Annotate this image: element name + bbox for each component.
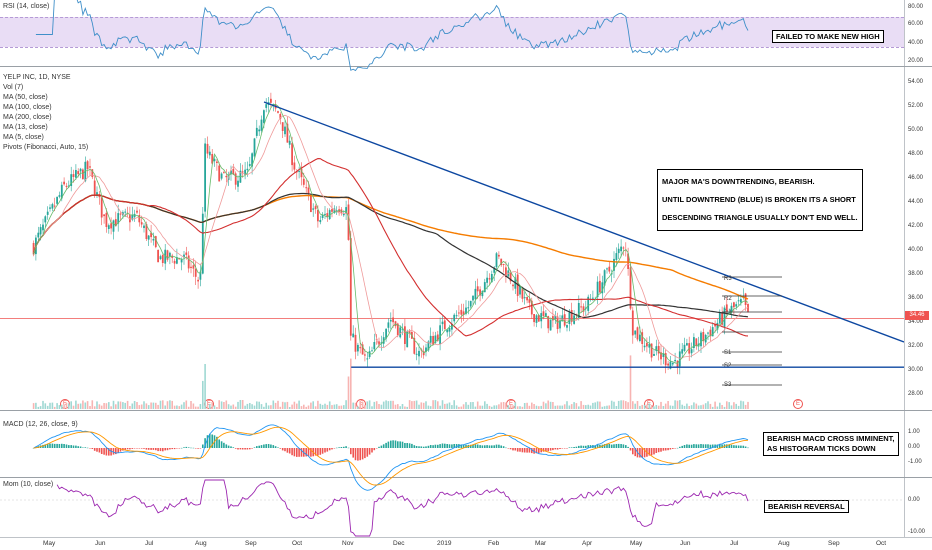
time-tick: Feb	[488, 540, 500, 547]
pivot-r2: R2	[724, 296, 732, 302]
price-tick: 38.00	[908, 271, 924, 277]
annotation-line: UNTIL DOWNTREND (BLUE) IS BROKEN ITS A S…	[662, 195, 856, 204]
earnings-marker[interactable]: E	[644, 399, 654, 409]
time-tick: Apr	[582, 540, 593, 547]
price-tick: 46.00	[908, 175, 924, 181]
time-tick: Mar	[535, 540, 547, 547]
price-tick: 42.00	[908, 223, 924, 229]
main-annotation: MAJOR MA'S DOWNTRENDING, BEARISH. UNTIL …	[657, 169, 863, 231]
pane-divider	[0, 537, 932, 538]
time-tick: 2019	[437, 540, 452, 547]
time-axis[interactable]: May Jun Jul Aug Sep Oct Nov Dec 2019 Feb…	[0, 538, 932, 550]
pivot-s1: S1	[724, 350, 732, 356]
price-tick: 48.00	[908, 151, 924, 157]
macd-tick: -1.00	[908, 459, 922, 465]
price-pane: YELP INC, 1D, NYSE Vol (7) MA (50, close…	[0, 67, 904, 410]
annotation-line: BEARISH MACD CROSS IMMINENT,	[767, 434, 895, 443]
price-tick: 36.00	[908, 295, 924, 301]
time-tick: May	[43, 540, 56, 547]
macd-tick: 1.00	[908, 429, 920, 435]
price-tick: 44.00	[908, 199, 924, 205]
rsi-tick: 60.00	[908, 21, 924, 27]
rsi-tick: 20.00	[908, 58, 924, 64]
annotation-line: AS HISTOGRAM TICKS DOWN	[767, 444, 876, 453]
mom-annotation: BEARISH REVERSAL	[764, 500, 849, 513]
mom-pane: Mom (10, close) BEARISH REVERSAL	[0, 478, 904, 537]
pivot-r1: R1	[724, 310, 732, 316]
time-tick: Jun	[95, 540, 106, 547]
earnings-marker[interactable]: E	[204, 399, 214, 409]
time-tick: Jun	[680, 540, 691, 547]
time-tick: Dec	[393, 540, 405, 547]
annotation-line: MAJOR MA'S DOWNTRENDING, BEARISH.	[662, 177, 815, 186]
legend-ma13: MA (13, close)	[3, 124, 48, 131]
time-tick: Aug	[195, 540, 207, 547]
mom-axis: 0.00 -10.00	[904, 478, 932, 537]
macd-axis: 1.00 0.00 -1.00	[904, 411, 932, 477]
pivot-r3: R3	[724, 276, 732, 282]
macd-tick: 0.00	[908, 444, 920, 450]
rsi-pane: RSI (14, close) FAILED TO MAKE NEW HIGH	[0, 0, 904, 66]
rsi-axis: 80.00 60.00 40.00 20.00	[904, 0, 932, 66]
legend-ma100: MA (100, close)	[3, 104, 52, 111]
time-tick: Sep	[828, 540, 840, 547]
annotation-line: DESCENDING TRIANGLE USUALLY DON'T END WE…	[662, 213, 858, 222]
rsi-annotation: FAILED TO MAKE NEW HIGH	[772, 30, 884, 43]
earnings-marker[interactable]: E	[60, 399, 70, 409]
time-tick: Aug	[778, 540, 790, 547]
earnings-marker[interactable]: E	[506, 399, 516, 409]
legend-ma50: MA (50, close)	[3, 94, 48, 101]
legend-ma200: MA (200, close)	[3, 114, 52, 121]
legend-ma5: MA (5, close)	[3, 134, 44, 141]
mom-tick: -10.00	[908, 529, 926, 535]
price-axis[interactable]: 54.00 52.00 50.00 48.00 46.00 44.00 42.0…	[904, 67, 932, 410]
mom-tick: 0.00	[908, 497, 920, 503]
time-tick: Nov	[342, 540, 354, 547]
price-tick: 40.00	[908, 247, 924, 253]
time-tick: May	[630, 540, 643, 547]
price-tick: 54.00	[908, 79, 924, 85]
rsi-band-top	[0, 17, 904, 18]
legend-volume: Vol (7)	[3, 84, 24, 91]
price-tick: 30.00	[908, 367, 924, 373]
price-tick: 28.00	[908, 391, 924, 397]
macd-annotation: BEARISH MACD CROSS IMMINENT, AS HISTOGRA…	[763, 432, 899, 456]
pane-divider[interactable]	[0, 410, 932, 411]
pivot-s3: S3	[724, 382, 732, 388]
rsi-tick: 40.00	[908, 40, 924, 46]
price-tick: 32.00	[908, 343, 924, 349]
price-tick: 34.00	[908, 319, 924, 325]
rsi-band	[0, 17, 904, 47]
macd-title: MACD (12, 26, close, 9)	[3, 421, 78, 428]
pivot-s2: S2	[724, 363, 732, 369]
last-price-tag: 34.46	[905, 311, 929, 320]
time-tick: Sep	[245, 540, 257, 547]
price-tick: 50.00	[908, 127, 924, 133]
price-tick: 52.00	[908, 103, 924, 109]
time-tick: Oct	[292, 540, 303, 547]
earnings-marker[interactable]: E	[356, 399, 366, 409]
mom-title: Mom (10, close)	[3, 481, 54, 488]
rsi-title: RSI (14, close)	[3, 3, 50, 10]
legend-pivots: Pivots (Fibonacci, Auto, 15)	[3, 144, 89, 151]
rsi-band-bottom	[0, 47, 904, 48]
earnings-marker[interactable]: E	[793, 399, 803, 409]
macd-pane: MACD (12, 26, close, 9) BEARISH MACD CRO…	[0, 411, 904, 477]
rsi-tick: 80.00	[908, 4, 924, 10]
time-tick: Oct	[876, 540, 887, 547]
legend-symbol: YELP INC, 1D, NYSE	[3, 74, 71, 81]
time-tick: Jul	[730, 540, 739, 547]
time-tick: Jul	[145, 540, 154, 547]
